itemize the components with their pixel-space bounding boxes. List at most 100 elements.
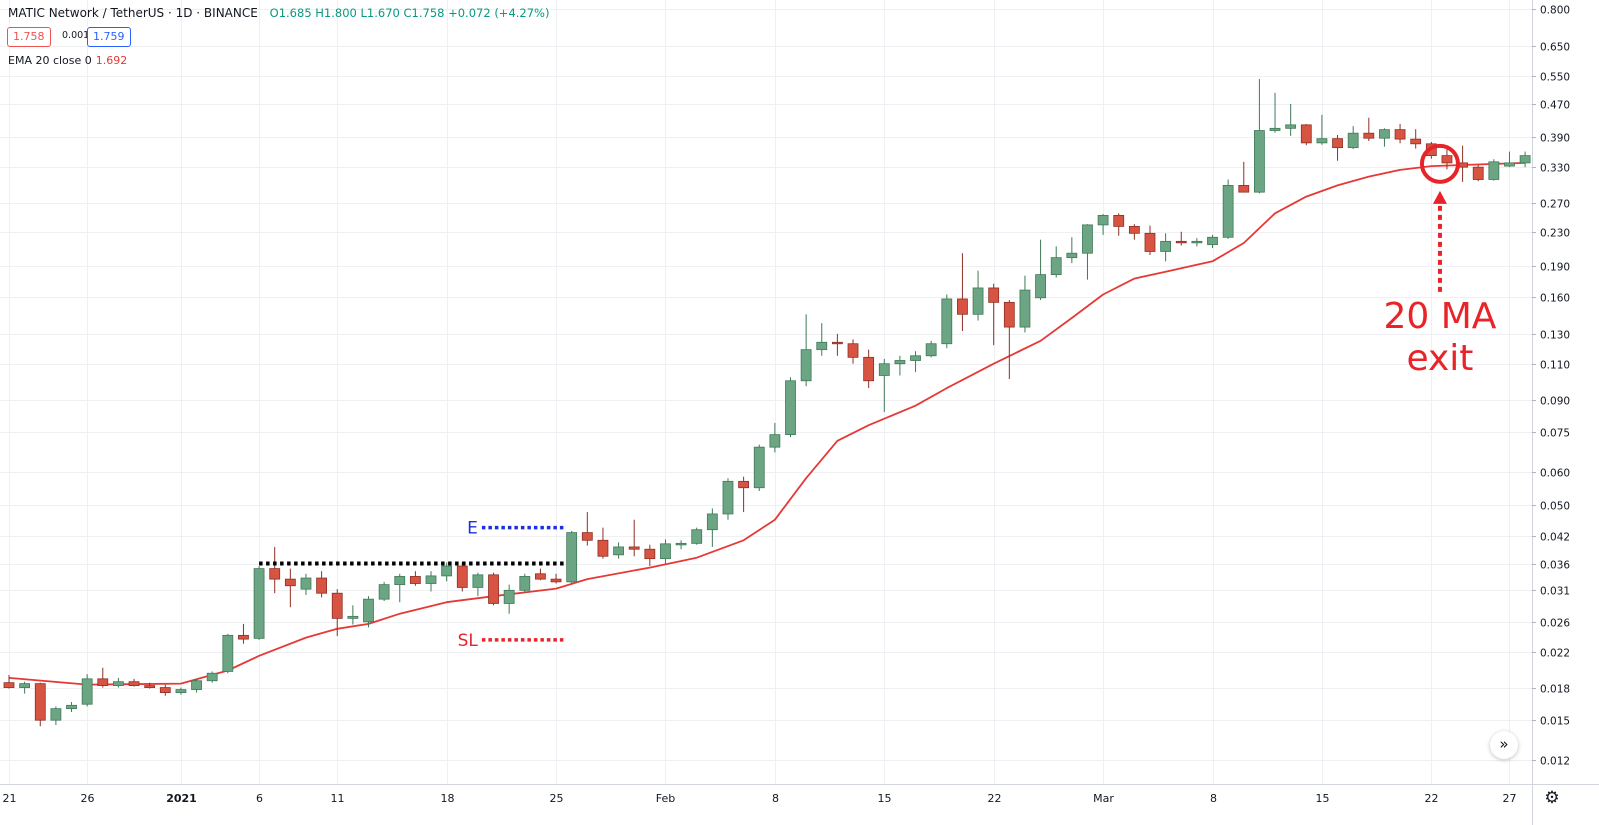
candle-down xyxy=(581,512,593,546)
candle-body xyxy=(1175,240,1187,244)
exit-label: 20 MA exit xyxy=(1383,296,1496,379)
candle-down xyxy=(97,667,109,688)
price-tick-label: 0.036 xyxy=(1540,560,1570,572)
candle-body xyxy=(284,578,296,587)
candle-body xyxy=(128,681,140,686)
price-tick-label: 0.230 xyxy=(1540,228,1570,240)
exit-arrow-head xyxy=(1432,190,1447,204)
candle-body xyxy=(316,577,328,594)
price-tick-label: 0.042 xyxy=(1540,532,1570,544)
candle-down xyxy=(644,544,656,567)
candle-up xyxy=(50,706,62,726)
candle-body xyxy=(1238,185,1250,193)
time-tick-label: Feb xyxy=(656,792,675,805)
indicator-legend[interactable]: EMA 20 close 0 1.692 xyxy=(8,54,127,67)
candle-body xyxy=(519,576,531,591)
candle-up xyxy=(1019,275,1031,333)
price-tick-label: 0.550 xyxy=(1540,72,1570,84)
candle-up xyxy=(1269,92,1281,133)
candle-down xyxy=(535,568,546,581)
time-axis[interactable]: 21 26 2021 6 11 18 25 Feb 8 15 22 Mar 8 15 22 27 xyxy=(0,784,1599,806)
candle-down xyxy=(1175,231,1187,246)
candle-body xyxy=(1128,225,1140,234)
price-tick-label: 0.060 xyxy=(1540,468,1570,480)
candle-body xyxy=(81,678,93,705)
candle-up xyxy=(1050,246,1062,278)
candle-up xyxy=(347,605,359,625)
price-tick-label: 0.022 xyxy=(1540,648,1570,660)
candle-up xyxy=(300,573,312,595)
candle-up xyxy=(113,677,124,688)
chart-settings-button[interactable]: ⚙ xyxy=(1540,786,1564,810)
candle-body xyxy=(988,287,1000,303)
candle-body xyxy=(1222,185,1234,238)
price-tick-label: 0.270 xyxy=(1540,199,1570,211)
candle-body xyxy=(1519,155,1531,164)
candle-body xyxy=(222,634,234,672)
candle-body xyxy=(1050,257,1062,276)
buy-price-button[interactable]: 1.759 xyxy=(87,27,131,47)
candle-body xyxy=(722,480,734,515)
candle-up xyxy=(1207,234,1218,249)
candle-up xyxy=(613,542,624,559)
candle-body xyxy=(706,513,718,531)
sell-price-button[interactable]: 1.758 xyxy=(7,27,51,47)
candle-up xyxy=(19,681,31,694)
candle-down xyxy=(128,678,140,687)
candle-down xyxy=(238,623,249,644)
candle-body xyxy=(253,568,265,639)
candle-up xyxy=(206,671,218,683)
exit-label-line2: exit xyxy=(1406,338,1473,379)
candle-body xyxy=(1066,252,1078,259)
candle-up xyxy=(691,527,703,545)
time-tick-label: 21 xyxy=(3,792,17,805)
price-tick-label: 0.031 xyxy=(1540,586,1570,598)
candle-up xyxy=(941,294,953,349)
candle-up xyxy=(363,596,374,628)
price-tick-label: 0.018 xyxy=(1540,684,1570,696)
candle-body xyxy=(1488,161,1500,180)
scroll-to-realtime-button[interactable]: » xyxy=(1490,731,1518,759)
candle-up xyxy=(894,355,906,376)
candle-up xyxy=(1519,151,1531,168)
candle-down xyxy=(331,589,343,637)
candle-down xyxy=(597,527,609,559)
candle-body xyxy=(191,680,202,690)
candle-up xyxy=(1222,179,1234,239)
entry-label: E xyxy=(467,519,478,539)
price-tick-label: 0.390 xyxy=(1540,133,1570,145)
candle-body xyxy=(1254,130,1265,193)
candle-up xyxy=(1254,79,1265,194)
candle-body xyxy=(456,565,468,588)
candle-body xyxy=(1003,301,1015,328)
candle-down xyxy=(1113,213,1125,236)
candle-down xyxy=(1003,300,1015,379)
candle-body xyxy=(550,578,562,583)
candle-body xyxy=(1207,236,1218,246)
candle-body xyxy=(925,343,937,357)
candle-up xyxy=(878,358,890,412)
ohlc-readout: O1.685 H1.800 L1.670 C1.758 +0.072 (+4.2… xyxy=(269,6,550,20)
price-axis[interactable]: 0.012 0.015 0.018 0.022 0.026 0.031 0.036 0.042… xyxy=(1532,0,1570,825)
candle-down xyxy=(1300,124,1312,146)
candle-up xyxy=(378,581,390,602)
candle-down xyxy=(456,562,468,592)
candle-body xyxy=(425,575,437,584)
candle-up xyxy=(175,687,187,695)
symbol-title[interactable]: MATIC Network / TetherUS · 1D · BINANCE xyxy=(8,6,258,20)
candle-up xyxy=(1379,128,1390,147)
candle-body xyxy=(691,529,703,544)
candle-body xyxy=(1316,138,1328,144)
candle-body xyxy=(628,546,640,550)
candle-body xyxy=(472,574,484,588)
candle-body xyxy=(1300,124,1312,144)
candle-up xyxy=(66,702,77,713)
price-tick-label: 0.800 xyxy=(1540,5,1570,17)
ema-layer xyxy=(8,162,1526,686)
candle-up xyxy=(1488,159,1500,181)
candle-up xyxy=(1347,126,1359,150)
candle-up xyxy=(81,674,93,707)
price-tick-label: 0.026 xyxy=(1540,618,1570,630)
indicator-value: 1.692 xyxy=(95,54,128,67)
